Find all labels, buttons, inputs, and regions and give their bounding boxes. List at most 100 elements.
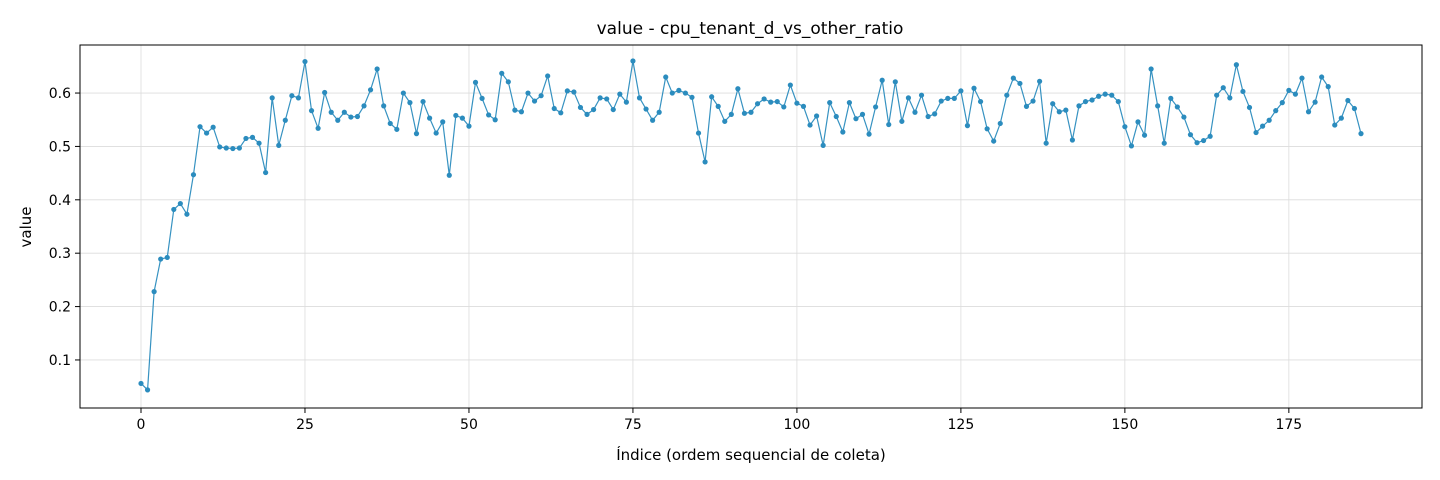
data-point xyxy=(302,58,308,65)
data-point xyxy=(459,115,465,121)
data-point xyxy=(800,103,807,109)
data-point xyxy=(446,172,452,178)
data-point xyxy=(761,96,767,102)
data-point xyxy=(322,89,328,96)
data-point xyxy=(630,58,636,64)
y-tick-label: 0.2 xyxy=(49,300,71,316)
data-point xyxy=(643,106,649,112)
data-point xyxy=(669,90,675,96)
data-point xyxy=(1096,93,1102,99)
data-point xyxy=(794,100,800,106)
x-axis-label: Índice (ordem sequencial de coleta) xyxy=(616,445,886,464)
data-point xyxy=(833,113,839,120)
data-point xyxy=(840,129,846,135)
data-point xyxy=(1220,85,1226,91)
x-tick-label: 0 xyxy=(137,417,146,433)
data-point xyxy=(335,117,341,123)
data-point xyxy=(512,107,518,113)
data-point xyxy=(899,118,905,124)
data-point xyxy=(768,99,774,105)
data-point xyxy=(223,145,229,151)
data-point xyxy=(479,95,485,101)
data-point xyxy=(1260,123,1266,129)
data-point xyxy=(702,159,708,165)
data-point xyxy=(374,66,380,72)
data-point xyxy=(1115,98,1121,105)
data-point xyxy=(420,98,426,105)
data-point xyxy=(1358,131,1364,137)
data-point xyxy=(249,134,256,140)
axes-layer: 0 25 50 75 100 125 150 175 0.1 0.2 0.3 0.4 0.5 0.6 xyxy=(49,86,1302,433)
x-tick-label: 50 xyxy=(460,417,478,433)
data-point xyxy=(400,90,406,96)
x-tick-label: 150 xyxy=(1112,417,1139,433)
data-point xyxy=(1122,124,1128,130)
data-point xyxy=(886,121,892,128)
data-point xyxy=(853,116,859,122)
data-point xyxy=(1102,91,1108,97)
data-point xyxy=(1299,75,1305,81)
data-point xyxy=(158,256,164,262)
data-point xyxy=(1168,95,1174,101)
data-point xyxy=(269,95,275,101)
data-point xyxy=(1128,143,1135,149)
data-point xyxy=(1181,114,1187,120)
data-point xyxy=(1246,104,1253,111)
data-point xyxy=(571,89,577,95)
data-point xyxy=(623,99,629,105)
data-point xyxy=(230,145,236,152)
data-point xyxy=(656,109,662,115)
data-point xyxy=(584,111,590,117)
data-point xyxy=(531,98,538,104)
data-point xyxy=(243,135,249,142)
x-tick-label: 100 xyxy=(784,417,811,433)
data-point xyxy=(1266,117,1272,123)
data-point xyxy=(203,130,210,136)
data-point xyxy=(958,88,964,94)
data-point xyxy=(282,117,288,123)
data-point xyxy=(1345,97,1351,104)
x-tick-label: 75 xyxy=(624,417,642,433)
data-point xyxy=(144,387,151,393)
data-point xyxy=(636,95,643,101)
data-point xyxy=(1155,103,1161,109)
data-point xyxy=(295,95,302,101)
data-point xyxy=(1273,108,1279,114)
grid-layer xyxy=(80,45,1422,408)
plot-frame xyxy=(79,44,1423,409)
data-point xyxy=(610,106,616,113)
data-point xyxy=(1109,92,1115,98)
data-point xyxy=(728,111,734,117)
data-point xyxy=(879,77,885,83)
data-point xyxy=(138,380,144,387)
data-point xyxy=(781,104,787,110)
data-point xyxy=(1325,84,1331,90)
data-point xyxy=(650,117,656,123)
data-point xyxy=(276,142,282,148)
data-point xyxy=(748,109,754,115)
data-point xyxy=(905,95,912,101)
data-point xyxy=(1037,78,1043,84)
data-point xyxy=(492,117,498,123)
data-point xyxy=(984,126,990,132)
y-tick-label: 0.3 xyxy=(49,246,71,262)
data-point xyxy=(1292,91,1299,97)
data-point xyxy=(551,105,557,112)
data-point xyxy=(859,111,866,117)
data-point xyxy=(190,172,197,178)
data-point xyxy=(991,138,997,144)
data-point xyxy=(407,100,413,106)
data-point xyxy=(722,118,728,124)
data-point xyxy=(597,95,603,101)
data-point xyxy=(1076,103,1082,109)
data-point xyxy=(427,115,433,121)
data-point xyxy=(394,126,400,132)
data-point xyxy=(308,108,315,114)
data-point xyxy=(1305,109,1312,115)
data-point xyxy=(925,113,931,120)
data-point xyxy=(774,98,780,105)
data-point xyxy=(289,93,295,99)
data-point xyxy=(715,103,721,109)
data-point xyxy=(164,254,170,261)
data-point xyxy=(1056,109,1062,115)
